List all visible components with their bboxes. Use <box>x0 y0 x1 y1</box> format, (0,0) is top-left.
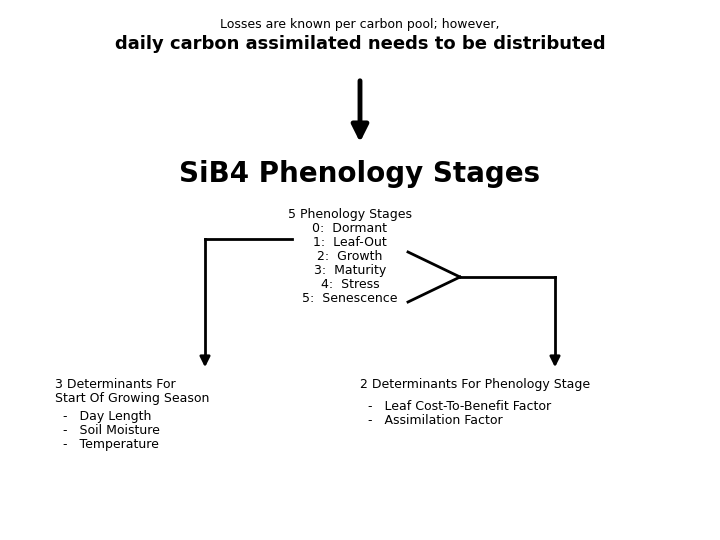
Text: 0:  Dormant: 0: Dormant <box>312 222 387 235</box>
Text: 1:  Leaf-Out: 1: Leaf-Out <box>313 236 387 249</box>
Text: -   Assimilation Factor: - Assimilation Factor <box>368 414 503 427</box>
Text: 2:  Growth: 2: Growth <box>318 250 383 263</box>
Text: -   Soil Moisture: - Soil Moisture <box>63 424 160 437</box>
Text: Start Of Growing Season: Start Of Growing Season <box>55 392 210 405</box>
Text: SiB4 Phenology Stages: SiB4 Phenology Stages <box>179 160 541 188</box>
Text: 3:  Maturity: 3: Maturity <box>314 264 386 277</box>
Text: 3 Determinants For: 3 Determinants For <box>55 378 176 391</box>
Text: 4:  Stress: 4: Stress <box>320 278 379 291</box>
Text: 5:  Senescence: 5: Senescence <box>302 292 397 305</box>
Text: -   Day Length: - Day Length <box>63 410 151 423</box>
Text: Losses are known per carbon pool; however,: Losses are known per carbon pool; howeve… <box>220 18 500 31</box>
Text: 2 Determinants For Phenology Stage: 2 Determinants For Phenology Stage <box>360 378 590 391</box>
Text: daily carbon assimilated needs to be distributed: daily carbon assimilated needs to be dis… <box>114 35 606 53</box>
Text: -   Temperature: - Temperature <box>63 438 159 451</box>
Text: -   Leaf Cost-To-Benefit Factor: - Leaf Cost-To-Benefit Factor <box>368 400 551 413</box>
Text: 5 Phenology Stages: 5 Phenology Stages <box>288 208 412 221</box>
